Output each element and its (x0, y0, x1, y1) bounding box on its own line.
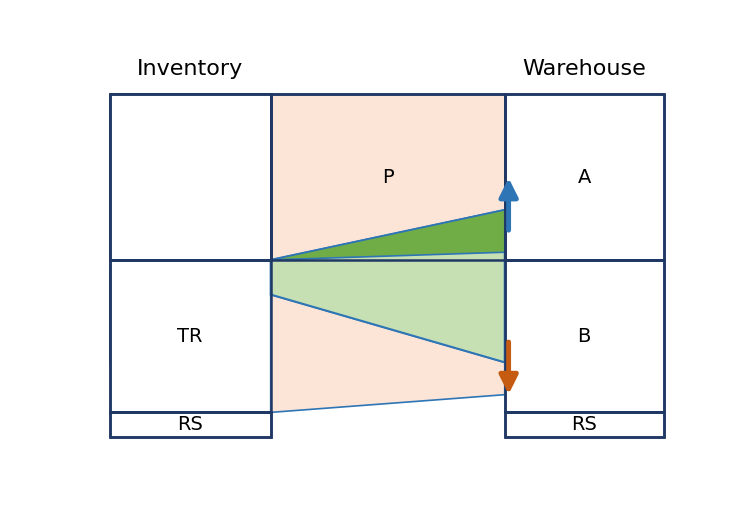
Polygon shape (271, 295, 505, 413)
Text: P: P (382, 168, 393, 187)
Text: Warehouse: Warehouse (523, 59, 646, 79)
Bar (505, 95, 663, 260)
Polygon shape (271, 210, 505, 362)
Bar (505, 413, 663, 437)
Bar (271, 95, 505, 260)
Text: B: B (578, 327, 591, 346)
Text: Inventory: Inventory (137, 59, 243, 79)
Bar (110, 95, 271, 260)
Bar (505, 413, 663, 437)
Bar (505, 95, 663, 260)
Polygon shape (271, 210, 505, 260)
Bar (110, 413, 271, 437)
Text: RS: RS (572, 415, 597, 434)
Bar (110, 95, 271, 260)
Bar (110, 260, 271, 413)
Bar (505, 260, 663, 413)
Text: A: A (578, 168, 591, 187)
Bar (110, 413, 271, 437)
Text: RS: RS (177, 415, 203, 434)
Bar (110, 266, 271, 362)
Bar (110, 95, 271, 260)
Bar (505, 260, 663, 413)
Bar (110, 260, 271, 413)
Text: TR: TR (177, 327, 203, 346)
Bar (271, 95, 505, 260)
